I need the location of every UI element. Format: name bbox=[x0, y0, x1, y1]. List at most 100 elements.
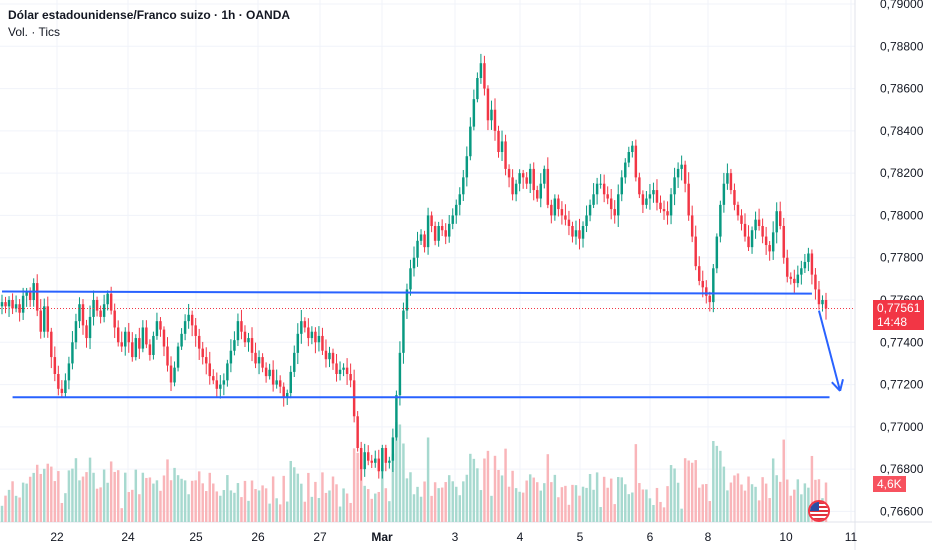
volume-bar bbox=[46, 463, 50, 522]
volume-bar bbox=[32, 472, 35, 522]
price-tick-label: 0,76600 bbox=[880, 504, 924, 518]
volume-bar bbox=[310, 496, 314, 522]
candle-body bbox=[14, 304, 18, 309]
volume-bar bbox=[567, 504, 571, 522]
volume-bar bbox=[335, 484, 338, 522]
flag-canton bbox=[810, 502, 819, 511]
candle-body bbox=[648, 194, 652, 199]
candle-body bbox=[254, 352, 257, 364]
volume-bar bbox=[74, 458, 78, 522]
volume-bar bbox=[479, 490, 483, 522]
candle-body bbox=[78, 304, 81, 322]
candle-body bbox=[120, 342, 123, 347]
candle-body bbox=[395, 395, 398, 438]
volume-bar bbox=[754, 486, 757, 522]
candle-body bbox=[264, 367, 268, 377]
candle-body bbox=[479, 63, 483, 78]
candle-body bbox=[173, 367, 176, 383]
volume-bar bbox=[180, 478, 183, 522]
volume-bar bbox=[627, 494, 631, 522]
volume-bar bbox=[613, 504, 616, 522]
candle-body bbox=[469, 126, 472, 157]
volume-bar bbox=[722, 466, 726, 522]
candle-body bbox=[659, 202, 662, 210]
volume-bar bbox=[219, 495, 222, 522]
current-price-tag: 0,77561 14:48 bbox=[873, 300, 925, 331]
volume-bar bbox=[4, 495, 7, 522]
volume-bars bbox=[0, 422, 828, 522]
candle-body bbox=[761, 226, 764, 237]
candle-body bbox=[701, 280, 704, 288]
symbol-title[interactable]: Dólar estadounidense/Franco suizo · 1h ·… bbox=[8, 8, 291, 22]
candle-body bbox=[314, 331, 317, 343]
candle-body bbox=[778, 211, 782, 226]
candle-body bbox=[426, 215, 430, 248]
candle-body bbox=[300, 321, 303, 334]
volume-bar bbox=[391, 453, 395, 522]
volume-bar bbox=[553, 474, 557, 522]
volume-bar bbox=[307, 472, 310, 522]
volume-indicator-label[interactable]: Vol. · Tics bbox=[8, 25, 61, 39]
candle-body bbox=[775, 211, 778, 233]
candle-body bbox=[208, 363, 211, 377]
volume-bar bbox=[18, 497, 21, 522]
volume-bar bbox=[736, 473, 740, 522]
candle-body bbox=[162, 329, 166, 347]
candle-body bbox=[81, 304, 85, 326]
volume-bar bbox=[324, 492, 328, 522]
volume-bar bbox=[733, 475, 736, 522]
candle-body bbox=[398, 352, 402, 396]
candle-body bbox=[109, 293, 113, 311]
volume-bar bbox=[352, 448, 356, 522]
candle-body bbox=[645, 198, 648, 205]
candle-body bbox=[285, 393, 289, 398]
volume-bar bbox=[28, 476, 32, 522]
candle-body bbox=[134, 338, 138, 358]
candle-body bbox=[532, 168, 535, 191]
volume-bar bbox=[138, 494, 141, 522]
volume-bar bbox=[585, 487, 588, 522]
candle-body bbox=[550, 204, 553, 216]
volume-bar bbox=[645, 489, 648, 522]
candle-body bbox=[729, 173, 733, 191]
volume-bar bbox=[659, 501, 662, 522]
candle-body bbox=[631, 145, 634, 152]
volume-bar bbox=[536, 482, 539, 522]
price-tick-label: 0,78000 bbox=[880, 208, 924, 222]
drawings[interactable] bbox=[0, 290, 855, 399]
resistance-line bbox=[1, 290, 812, 295]
candle-body bbox=[187, 314, 190, 322]
candle-body bbox=[205, 357, 208, 364]
time-axis[interactable]: 22 24 25 26 27 Mar 3 4 5 6 8 10 11 bbox=[50, 530, 857, 544]
time-tick-label: 3 bbox=[452, 530, 459, 544]
candle-body bbox=[212, 376, 215, 381]
volume-bar bbox=[638, 483, 641, 522]
volume-bar bbox=[595, 472, 599, 522]
candle-body bbox=[585, 215, 588, 226]
candle-body bbox=[145, 327, 148, 345]
volume-bar bbox=[810, 455, 814, 522]
volume-bar bbox=[381, 464, 384, 522]
volume-bar bbox=[486, 450, 490, 522]
volume-bar bbox=[504, 448, 507, 522]
time-tick-label: 22 bbox=[50, 530, 64, 544]
us-flag-icon[interactable] bbox=[808, 500, 830, 522]
volume-bar bbox=[409, 472, 412, 522]
candle-body bbox=[335, 363, 338, 374]
candle-body bbox=[500, 141, 504, 152]
candle-body bbox=[433, 226, 437, 241]
forecast-arrow-head bbox=[831, 381, 841, 392]
candle-body bbox=[138, 338, 141, 349]
volume-bar bbox=[159, 490, 162, 522]
candle-body bbox=[423, 234, 426, 248]
candle-body bbox=[525, 177, 528, 184]
candle-body bbox=[166, 346, 169, 366]
volume-bar bbox=[771, 458, 775, 522]
candle-body bbox=[712, 268, 715, 303]
volume-bar bbox=[215, 491, 219, 522]
volume-bar bbox=[775, 475, 778, 522]
volume-bar bbox=[423, 481, 426, 522]
price-axis[interactable]: 0,79000 0,78800 0,78600 0,78400 0,78200 0,780… bbox=[880, 0, 924, 518]
volume-bar bbox=[349, 502, 352, 522]
